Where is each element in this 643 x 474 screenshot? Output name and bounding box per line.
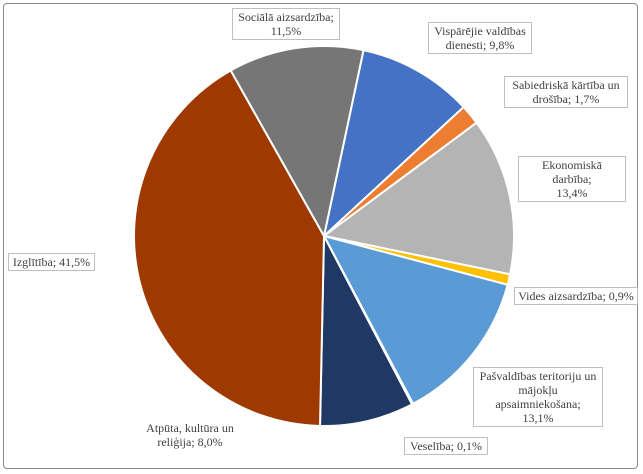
pie-slice-social-protection xyxy=(229,45,365,237)
label-social-protection: Sociālā aizsardzība; 11,5% xyxy=(232,8,340,40)
label-economic-affairs: Ekonomiskā darbība; 13,4% xyxy=(518,156,626,202)
label-environment: Vides aizsardzība; 0,9% xyxy=(514,287,638,305)
pie-slice-education xyxy=(133,69,325,427)
label-health: Veselība; 0,1% xyxy=(404,437,488,455)
pie-slice-general-government xyxy=(323,49,465,237)
label-public-order: Sabiedriskā kārtība un drošība; 1,7% xyxy=(504,76,628,108)
label-general-government: Vispārējie valdības dienesti; 9,8% xyxy=(428,22,532,54)
label-housing: Pašvaldības teritoriju un mājokļu apsaim… xyxy=(473,367,603,427)
pie-slice-recreation xyxy=(319,235,414,427)
label-education: Izglītība; 41,5% xyxy=(8,253,95,271)
pie-slice-economic-affairs xyxy=(323,121,515,276)
pie-slice-housing xyxy=(323,235,509,405)
label-recreation: Atpūta, kultūra un reliģija; 8,0% xyxy=(136,421,244,449)
